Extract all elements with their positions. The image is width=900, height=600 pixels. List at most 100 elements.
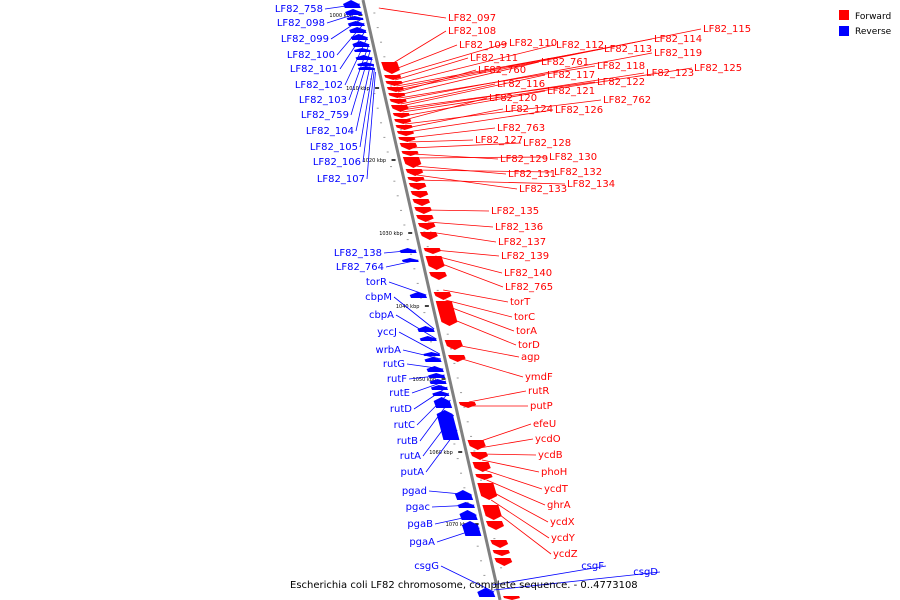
gene-arrow [389,99,407,104]
leader-line [434,249,500,257]
leader-line [486,479,546,506]
gene-arrow [412,199,431,206]
gene-label-lf82_114: LF82_114 [654,34,702,45]
leader-line [428,490,473,496]
gene-arrow [432,391,450,396]
leader-line [429,231,497,243]
leader-line [436,527,480,543]
gene-arrow [381,62,400,74]
leader-line [355,56,373,132]
leader-line [411,380,447,394]
gene-label-lf82_138: LF82_138 [334,248,382,259]
gene-label-lf82_134: LF82_134 [567,179,615,190]
leader-line [424,209,490,212]
gene-label-rutg: rutG [383,359,405,370]
gene-label-wrba: wrbA [376,345,402,356]
leader-line [413,386,448,410]
gene-label-pgab: pgaB [407,519,433,530]
leader-line [488,489,549,523]
leader-line [431,504,475,508]
leader-line [445,299,513,318]
gene-label-agp: agp [521,352,540,363]
gene-arrow [346,16,364,20]
sequence-caption: Escherichia coli LF82 chromosome, comple… [290,580,638,591]
leader-line [413,156,548,159]
leader-line [400,83,496,105]
leader-line [455,344,520,358]
gene-label-ycdy: ycdY [551,533,576,544]
gene-label-lf82_099: LF82_099 [281,34,329,45]
leader-line [427,221,494,228]
gene-label-lf82_104: LF82_104 [306,126,354,137]
gene-arrow [477,588,496,597]
leader-line [339,29,367,70]
gene-label-lf82_758: LF82_758 [275,4,323,15]
gene-label-lf82_140: LF82_140 [504,268,552,279]
leader-line [480,453,537,456]
gene-label-lf82_127: LF82_127 [475,135,523,146]
gene-label-lf82_759: LF82_759 [301,110,349,121]
leader-line [416,174,518,190]
gene-arrow [392,113,410,118]
gene-label-lf82_098: LF82_098 [277,18,325,29]
gene-label-lf82_102: LF82_102 [295,80,343,91]
gene-label-lf82_112: LF82_112 [556,40,604,51]
gene-label-efeu: efeU [533,419,556,430]
leader-line [406,363,444,370]
legend-swatch-forward [839,10,849,20]
gene-arrow [401,151,419,156]
gene-label-lf82_119: LF82_119 [654,48,702,59]
gene-label-lf82_126: LF82_126 [555,105,603,116]
gene-label-pgaa: pgaA [409,537,435,548]
tick-label: 1070 kbp [446,522,470,528]
gene-arrow [398,137,416,142]
gene-label-ycdt: ycdT [544,484,569,495]
tick-label: 1060 kbp [429,450,453,456]
gene-arrow [425,256,445,270]
leader-line [393,296,435,330]
gene-arrow [448,355,466,362]
gene-arrow [430,385,449,390]
tick-label: 1030 kbp [379,231,403,237]
gene-arrow [424,357,442,362]
gene-label-lf82_110: LF82_110 [509,38,557,49]
leader-line [359,63,375,148]
leader-line [418,179,566,185]
gene-label-lf82_129: LF82_129 [500,154,548,165]
gene-label-lf82_116: LF82_116 [497,79,545,90]
gene-arrow [385,81,403,86]
leader-line [406,108,504,129]
gene-arrow [358,66,375,70]
gene-label-pgad: pgad [402,486,427,497]
gene-label-lf82_765: LF82_765 [505,282,553,293]
leader-line [395,314,437,340]
leader-line [493,571,661,591]
gene-arrow [429,272,447,280]
gene-label-lf82_133: LF82_133 [519,184,567,195]
leader-line [449,317,517,346]
leader-line [440,565,495,593]
leader-line [378,7,447,19]
gene-label-lf82_764: LF82_764 [336,262,384,273]
gene-label-lf82_132: LF82_132 [554,167,602,178]
leader-line [348,43,370,101]
leader-line [425,429,458,473]
leader-line [366,71,376,180]
gene-arrow [436,410,460,440]
gene-arrow [352,41,370,47]
leader-line [436,261,504,288]
gene-label-putp: putP [530,401,553,412]
gene-arrow [475,474,493,480]
gene-label-csgd: csgD [633,567,658,578]
leader-line [405,99,602,125]
leader-line [324,3,360,10]
gene-arrow [454,490,474,500]
gene-arrow [384,75,402,80]
leader-line [399,52,653,101]
gene-arrow [408,183,427,190]
gene-arrow [433,397,453,408]
gene-label-ycdz: ycdZ [553,549,578,560]
gene-label-rutd: rutD [390,404,412,415]
gene-arrow [429,379,447,384]
